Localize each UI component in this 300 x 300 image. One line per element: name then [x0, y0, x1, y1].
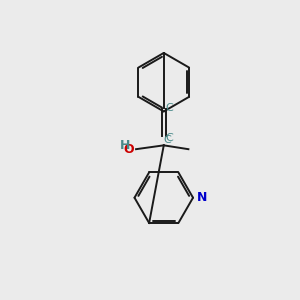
Text: H: H: [120, 139, 130, 152]
Text: N: N: [197, 191, 207, 204]
Text: C: C: [163, 135, 171, 145]
Text: C: C: [165, 133, 173, 142]
Text: O: O: [124, 143, 134, 157]
Text: C: C: [165, 103, 173, 112]
